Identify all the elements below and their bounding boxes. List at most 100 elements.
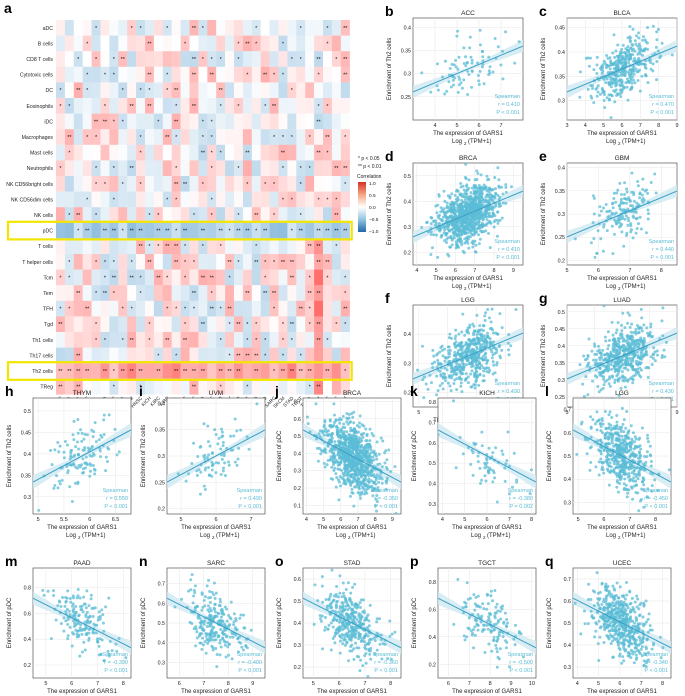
scatter-point <box>578 363 582 367</box>
scatter-point <box>601 63 605 67</box>
heatmap-cell <box>216 269 226 286</box>
heatmap-cell <box>145 222 155 239</box>
heatmap-cell <box>314 129 324 145</box>
scatter-point <box>438 369 442 373</box>
heatmap-row-label: pDC <box>43 229 54 235</box>
heatmap-cell <box>109 113 119 130</box>
heatmap-significance-mark: * <box>273 73 276 79</box>
scatter-point <box>441 215 445 219</box>
scatter-point <box>113 427 117 431</box>
scatter-point <box>222 466 226 470</box>
scatter-point <box>196 455 200 459</box>
scatter-point <box>350 491 354 495</box>
scatter-point <box>501 201 505 205</box>
heatmap-row-label: NK CD56dim cells <box>11 197 53 203</box>
scatter-point <box>615 64 619 68</box>
heatmap-cell <box>180 144 190 161</box>
scatter-point <box>586 56 590 60</box>
heatmap-significance-mark: * <box>282 41 285 47</box>
scatter-point <box>436 214 440 218</box>
heatmap-cell <box>225 347 235 364</box>
scatter-point <box>57 479 61 483</box>
heatmap-cell <box>91 35 101 52</box>
heatmap-cell <box>118 363 128 379</box>
scatter-point <box>630 322 634 326</box>
scatter-point <box>492 363 496 367</box>
scatter-point <box>616 43 620 47</box>
scatter-point <box>361 485 365 489</box>
scatter-point <box>364 467 368 471</box>
scatter-point <box>613 56 617 60</box>
scatter-point <box>435 393 439 397</box>
scatter-point <box>481 324 485 328</box>
heatmap-significance-mark: * <box>148 322 151 328</box>
heatmap-cell <box>296 144 306 161</box>
heatmap-cell <box>109 316 119 333</box>
heatmap-cell <box>242 176 252 192</box>
x-tick-label: 3 <box>565 123 568 129</box>
scatter-point <box>595 363 599 367</box>
scatter-point <box>592 342 596 346</box>
scatter-point <box>611 333 615 337</box>
heatmap-cell <box>109 238 119 255</box>
heatmap-cell <box>242 316 252 333</box>
scatter-point <box>441 375 445 379</box>
heatmap-significance-mark: * <box>59 104 62 110</box>
heatmap-row-label: Th1 cells <box>32 338 53 344</box>
scatter-point <box>624 81 628 85</box>
scatter-point <box>367 461 371 465</box>
scatter-point <box>436 255 440 259</box>
stat-method: Spearman <box>649 239 674 245</box>
scatter-point <box>465 358 469 362</box>
scatter-point <box>49 448 53 452</box>
scatter-point <box>633 39 637 43</box>
scatter-point <box>52 486 56 490</box>
heatmap-cell <box>109 285 119 301</box>
scatter-point <box>466 217 470 221</box>
x-tick-label: 7 <box>249 517 252 523</box>
heatmap-significance-mark: * <box>184 275 187 281</box>
heatmap-cell <box>305 238 315 255</box>
scatter-point <box>605 210 609 214</box>
heatmap-cell <box>287 98 297 114</box>
heatmap-significance-mark: ** <box>147 260 152 266</box>
heatmap-cell <box>73 332 83 348</box>
scatter-point <box>74 465 78 469</box>
scatter-point <box>439 362 443 366</box>
y-tick-label: 0.4 <box>404 199 411 205</box>
scatter-point <box>625 234 629 238</box>
scatter-point <box>618 78 622 82</box>
scatter-point <box>432 360 436 364</box>
scatter-point <box>78 465 82 469</box>
scatter-point <box>465 239 469 243</box>
heatmap-cell <box>145 363 155 379</box>
scatter-point <box>443 366 447 370</box>
heatmap-cell <box>145 300 155 317</box>
heatmap-cell <box>296 98 306 114</box>
x-tick-label: 7 <box>499 123 502 129</box>
heatmap-significance-mark: * <box>113 197 116 203</box>
scatter-point <box>481 197 485 201</box>
scatter-point <box>469 372 473 376</box>
scatter-point <box>616 353 620 357</box>
heatmap-cell <box>162 300 172 317</box>
heatmap-row-label: NK cells <box>34 213 53 219</box>
heatmap-cell <box>287 316 297 333</box>
scatter-point <box>489 320 493 324</box>
heatmap-cell <box>278 191 288 208</box>
heatmap-cell <box>305 35 315 52</box>
heatmap-cell <box>171 300 181 317</box>
heatmap-cell <box>73 176 83 192</box>
heatmap-cell <box>64 144 74 161</box>
heatmap-significance-mark: * <box>59 166 62 172</box>
heatmap-significance-mark: * <box>309 166 312 172</box>
scatter-point <box>599 209 603 213</box>
heatmap-cell <box>225 82 235 99</box>
scatter-point <box>625 85 629 89</box>
heatmap-cell <box>216 285 226 301</box>
scatter-point <box>638 196 642 200</box>
heatmap-cell <box>225 160 235 177</box>
scatter-point <box>578 95 582 99</box>
heatmap-cell <box>162 347 172 364</box>
heatmap-cell <box>64 285 74 301</box>
